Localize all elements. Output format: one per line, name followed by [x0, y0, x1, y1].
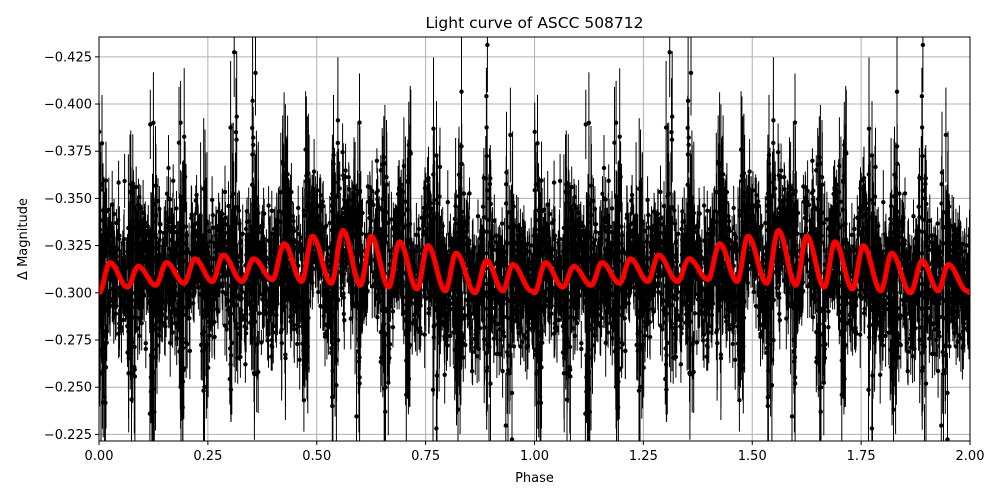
x-tick-label: 0.00 — [85, 449, 114, 464]
y-tick-label: −0.425 — [44, 50, 92, 65]
y-tick-label: −0.375 — [44, 145, 92, 160]
x-tick-label: 1.50 — [738, 449, 767, 464]
x-axis-label: Phase — [515, 471, 554, 486]
model-curve — [99, 228, 970, 296]
x-tick-label: 1.00 — [520, 449, 549, 464]
y-tick-label: −0.350 — [44, 192, 92, 207]
y-tick-label: −0.325 — [44, 239, 92, 254]
model-line — [99, 228, 970, 296]
y-tick-label: −0.225 — [44, 428, 92, 443]
y-axis-label: Δ Magnitude — [16, 198, 31, 280]
y-tick-label: −0.400 — [44, 98, 92, 113]
x-tick-label: 2.00 — [956, 449, 985, 464]
y-tick-label: −0.300 — [44, 286, 92, 301]
y-axis-ticks: −0.425 −0.400 −0.375 −0.350 −0.325 −0.300 −0.2… — [44, 50, 99, 443]
x-tick-label: 0.75 — [411, 449, 440, 464]
y-tick-label: −0.250 — [44, 381, 92, 396]
y-tick-label: −0.275 — [44, 334, 92, 349]
x-tick-label: 1.75 — [847, 449, 876, 464]
x-tick-label: 0.25 — [193, 449, 222, 464]
x-tick-label: 0.50 — [302, 449, 331, 464]
x-axis-ticks: 0.00 0.25 0.50 0.75 1.00 1.25 1.50 1.75 2.00 — [85, 441, 985, 464]
data-points — [99, 42, 970, 441]
x-tick-label: 1.25 — [629, 449, 658, 464]
chart-title: Light curve of ASCC 508712 — [425, 14, 643, 32]
